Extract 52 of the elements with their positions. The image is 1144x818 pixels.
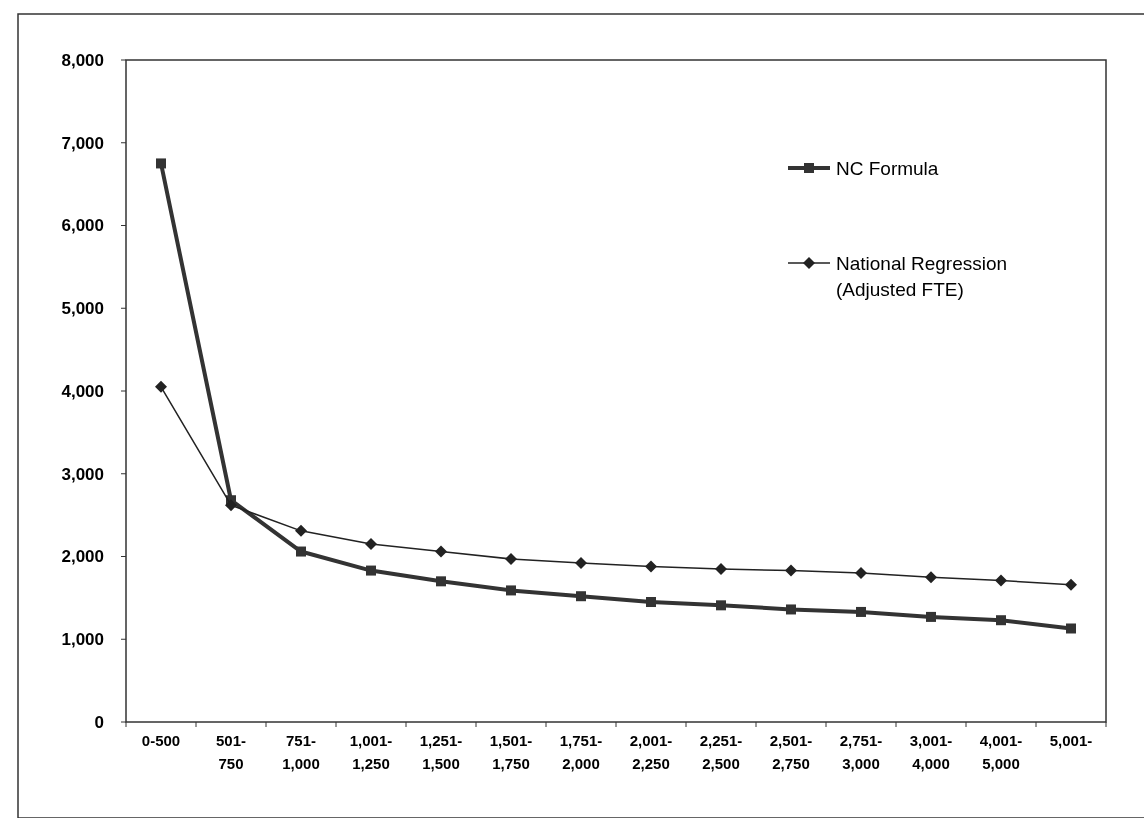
y-tick-label: 7,000 xyxy=(61,133,104,153)
x-tick-label: 1,751-2,000 xyxy=(559,732,603,772)
y-tick-label: 0 xyxy=(94,712,104,732)
point xyxy=(296,546,306,557)
legend-label: National Regression (Adjusted FTE) xyxy=(836,252,1008,300)
point xyxy=(575,557,587,570)
point xyxy=(436,576,446,587)
point xyxy=(716,600,726,611)
point xyxy=(365,538,377,551)
point xyxy=(225,499,237,512)
y-tick-label: 3,000 xyxy=(61,464,104,484)
y-tick-label: 5,000 xyxy=(61,299,104,319)
point xyxy=(856,606,866,617)
point xyxy=(435,545,447,558)
point xyxy=(996,615,1006,626)
y-tick-label: 4,000 xyxy=(61,381,104,401)
x-tick-label: 2,251-2,500 xyxy=(699,732,743,772)
x-tick-label: 501-750 xyxy=(215,732,247,772)
point xyxy=(366,565,376,576)
point xyxy=(786,604,796,615)
y-tick-label: 1,000 xyxy=(61,630,104,650)
x-tick-label: 1,001-1,250 xyxy=(349,732,393,772)
x-tick-label: 0-500 xyxy=(141,732,181,749)
y-tick-label: 8,000 xyxy=(61,50,104,70)
point xyxy=(1065,578,1077,591)
point xyxy=(156,158,166,169)
point xyxy=(1066,623,1076,634)
point xyxy=(295,524,307,537)
point xyxy=(155,380,167,393)
point xyxy=(715,562,727,575)
point xyxy=(505,552,517,565)
x-tick-label: 751-1,000 xyxy=(282,732,320,772)
x-tick-label: 2,501-2,750 xyxy=(769,732,813,772)
point xyxy=(995,574,1007,587)
y-tick-label: 6,000 xyxy=(61,216,104,236)
point xyxy=(855,567,867,580)
x-tick-label: 5,001- xyxy=(1049,732,1093,749)
point xyxy=(785,564,797,577)
point xyxy=(925,571,937,584)
x-tick-label: 4,001-5,000 xyxy=(979,732,1023,772)
point xyxy=(926,611,936,622)
point xyxy=(646,597,656,608)
point xyxy=(506,585,516,596)
x-tick-label: 3,001-4,000 xyxy=(909,732,953,772)
point xyxy=(645,560,657,573)
x-tick-label: 1,501-1,750 xyxy=(489,732,533,772)
y-tick-label: 2,000 xyxy=(61,547,104,567)
x-tick-label: 2,751-3,000 xyxy=(839,732,883,772)
legend-label: NC Formula xyxy=(836,157,939,179)
x-tick-label: 2,001-2,250 xyxy=(629,732,673,772)
point xyxy=(576,591,586,602)
x-tick-label: 1,251-1,500 xyxy=(419,732,463,772)
